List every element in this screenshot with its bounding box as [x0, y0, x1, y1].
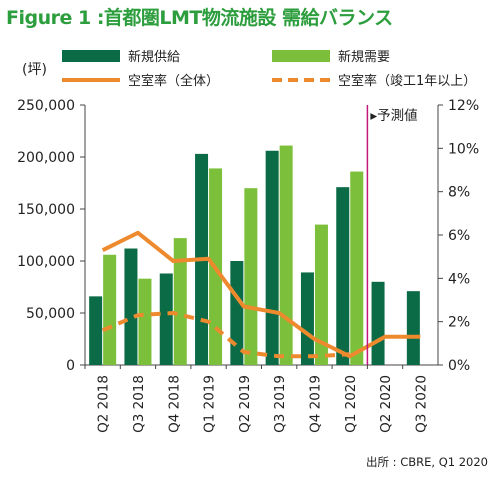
x-tick-label-0: Q2 2018 [96, 375, 112, 433]
y-left-tick-label-4: 200,000 [17, 150, 75, 166]
y-left-tick-label-0: 0 [66, 358, 75, 374]
y-left-tick-label-3: 150,000 [17, 202, 75, 218]
legend-label-0: 新規供給 [128, 49, 180, 65]
y-left-tick-label-1: 50,000 [26, 306, 75, 322]
forecast-label: ▸予測値 [370, 108, 417, 124]
bar-demand-6 [314, 224, 328, 365]
x-tick-label-3: Q1 2019 [202, 375, 218, 433]
bar-demand-1 [138, 278, 152, 365]
line-vacancy-1yr [101, 311, 350, 359]
chart-title: Figure 1 :首都圏LMT物流施設 需給バランス [6, 7, 393, 29]
bar-supply-2 [159, 273, 173, 365]
x-tick-label-9: Q3 2020 [413, 375, 429, 433]
x-tick-label-5: Q3 2019 [272, 375, 288, 433]
legend-swatch-1 [272, 50, 330, 62]
bar-demand-5 [279, 145, 293, 365]
y-left-unit-label: (坪) [22, 62, 47, 78]
x-tick-label-2: Q4 2018 [166, 375, 182, 433]
bar-demand-4 [244, 188, 258, 365]
bar-supply-4 [230, 261, 244, 365]
x-tick-label-8: Q2 2020 [378, 375, 394, 433]
y-right-tick-label-3: 6% [448, 228, 470, 244]
bar-demand-2 [173, 238, 187, 365]
y-left-tick-label-2: 100,000 [17, 254, 75, 270]
legend-label-3: 空室率（竣工1年以上） [338, 73, 476, 89]
y-right-tick-label-2: 4% [448, 271, 470, 287]
y-right-tick-label-5: 10% [448, 141, 479, 157]
bar-supply-6 [300, 272, 314, 365]
x-tick-label-4: Q2 2019 [237, 375, 253, 433]
bar-supply-9 [406, 291, 420, 365]
legend-label-2: 空室率（全体） [128, 73, 219, 89]
x-tick-label-6: Q4 2019 [307, 375, 323, 433]
y-right-tick-label-6: 12% [448, 98, 479, 114]
legend-label-1: 新規需要 [338, 49, 390, 65]
bar-supply-5 [265, 150, 279, 365]
y-right-tick-label-0: 0% [448, 358, 470, 374]
y-right-tick-label-4: 8% [448, 185, 470, 201]
bar-supply-8 [371, 281, 385, 365]
y-right-tick-label-1: 2% [448, 315, 470, 331]
x-tick-label-1: Q3 2018 [131, 375, 147, 433]
bar-demand-0 [103, 254, 117, 365]
source-note: 出所 : CBRE, Q1 2020 [366, 455, 488, 469]
x-tick-label-7: Q1 2020 [343, 375, 359, 433]
bar-supply-1 [124, 248, 138, 365]
y-left-tick-label-5: 250,000 [17, 98, 75, 114]
bar-demand-7 [350, 171, 364, 365]
legend-swatch-0 [62, 50, 120, 62]
bar-supply-7 [336, 187, 350, 365]
bar-supply-0 [89, 296, 103, 365]
